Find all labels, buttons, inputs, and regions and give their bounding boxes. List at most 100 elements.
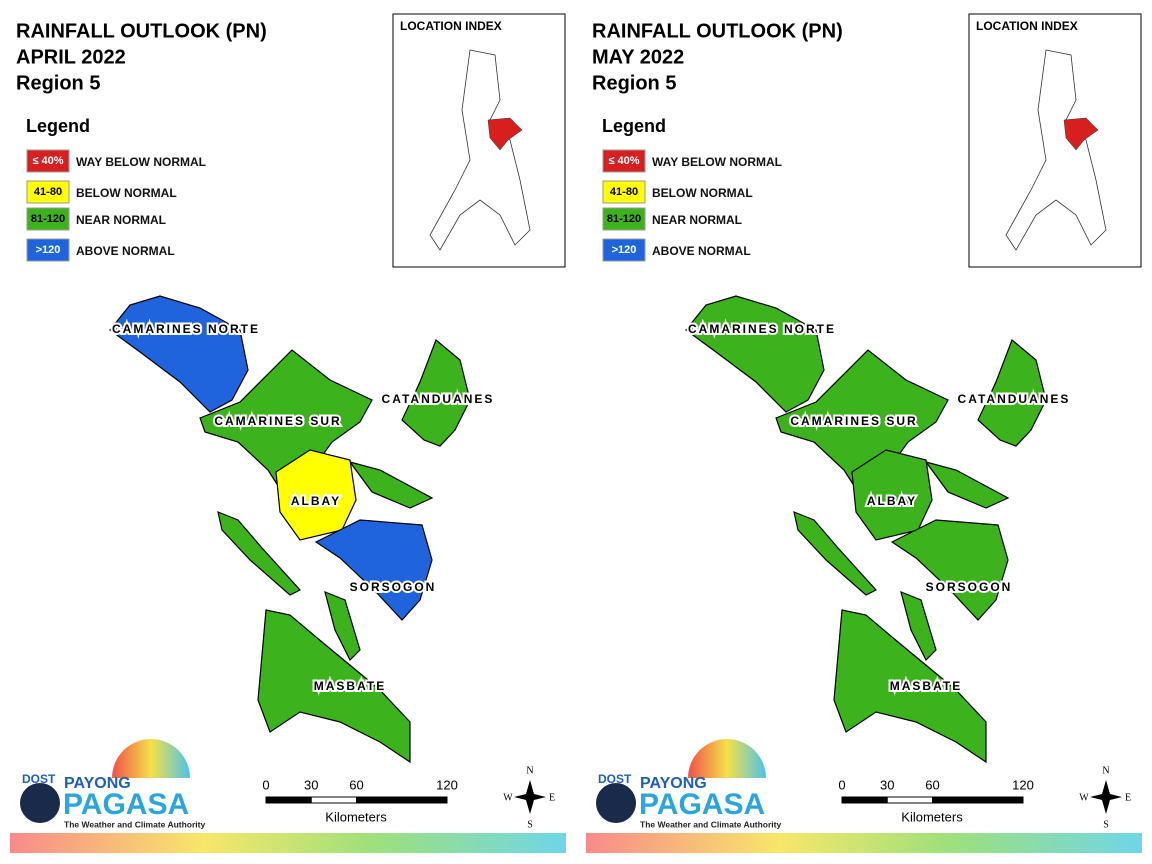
scale-tick-label: 120	[436, 777, 458, 792]
legend-range: 81-120	[607, 213, 641, 225]
province	[775, 349, 949, 493]
logo-tagline: The Weather and Climate Authority	[640, 819, 781, 829]
legend-title: Legend	[26, 116, 90, 136]
region-highlight	[1063, 117, 1099, 151]
panel: RAINFALL OUTLOOK (PN) MAY 2022 Region 5 Leg…	[586, 13, 1142, 853]
province-label: ALBAY	[867, 494, 917, 508]
province	[314, 519, 433, 621]
legend-swatch	[26, 180, 70, 204]
province-label-halo: MASBATE	[890, 679, 962, 693]
logo-dost: DOST	[598, 772, 632, 786]
province	[851, 449, 933, 541]
logo-tagline: The Weather and Climate Authority	[64, 819, 205, 829]
province-label-halo: MASBATE	[314, 679, 386, 693]
title-line: Region 5	[16, 72, 100, 94]
scale-tick-label: 0	[262, 777, 269, 792]
province	[977, 339, 1047, 447]
province	[401, 339, 471, 447]
island	[348, 460, 434, 509]
scale-tick-label: 0	[838, 777, 845, 792]
legend-label: BELOW NORMAL	[652, 186, 753, 200]
province-label-halo: CAMARINES NORTE	[112, 322, 260, 336]
legend-range: 81-120	[31, 213, 65, 225]
location-index-title: LOCATION INDEX	[976, 19, 1078, 33]
legend-swatch	[602, 149, 646, 173]
legend-label: BELOW NORMAL	[76, 186, 177, 200]
legend-swatch	[26, 238, 70, 262]
province-label: SORSOGON	[350, 580, 437, 594]
province-label: SORSOGON	[926, 580, 1013, 594]
logo-payong: PAYONG	[64, 775, 131, 792]
compass-label: E	[1125, 792, 1131, 803]
island	[924, 460, 1010, 509]
logo-umbrella	[688, 739, 766, 778]
philippines-outline	[429, 49, 531, 251]
province-label: CATANDUANES	[958, 392, 1071, 406]
scale-unit: Kilometers	[325, 809, 387, 824]
color-band	[10, 833, 566, 853]
scale-segment	[265, 796, 312, 804]
legend-range: ≤ 40%	[608, 155, 639, 167]
province	[109, 295, 249, 413]
province	[890, 519, 1009, 621]
province-label-halo: CATANDUANES	[958, 392, 1071, 406]
logo-payong: PAYONG	[640, 775, 707, 792]
legend-range: >120	[612, 244, 637, 256]
compass-label: N	[526, 765, 533, 776]
compass-label: W	[1079, 792, 1089, 803]
province-label-halo: SORSOGON	[350, 580, 437, 594]
philippines-outline	[1005, 49, 1107, 251]
color-band	[586, 833, 1142, 853]
legend-label: NEAR NORMAL	[652, 213, 742, 227]
province-label: CAMARINES NORTE	[688, 322, 836, 336]
province-label: CAMARINES SUR	[790, 414, 917, 428]
legend-range: >120	[36, 244, 61, 256]
scale-segment	[886, 796, 933, 804]
legend-swatch	[26, 207, 70, 231]
province	[257, 609, 411, 764]
legend-label: ABOVE NORMAL	[76, 244, 175, 258]
title-line: APRIL 2022	[16, 46, 126, 68]
province	[685, 295, 825, 413]
compass-label: S	[1103, 819, 1109, 830]
compass-label: N	[1102, 765, 1109, 776]
compass-label: S	[527, 819, 533, 830]
compass-rose	[514, 780, 546, 814]
province-label: MASBATE	[314, 679, 386, 693]
scale-tick-label: 30	[304, 777, 318, 792]
title-line: RAINFALL OUTLOOK (PN)	[592, 20, 843, 42]
province-label: CAMARINES SUR	[214, 414, 341, 428]
island	[793, 511, 877, 596]
province-label-halo: CAMARINES NORTE	[688, 322, 836, 336]
scale-tick-label: 120	[1012, 777, 1034, 792]
compass-label: W	[503, 792, 513, 803]
province-label-halo: CAMARINES SUR	[214, 414, 341, 428]
legend-swatch	[602, 207, 646, 231]
compass-rose	[1090, 780, 1122, 814]
province-label-halo: CAMARINES SUR	[790, 414, 917, 428]
title-line: MAY 2022	[592, 46, 684, 68]
scale-tick-label: 30	[880, 777, 894, 792]
title-line: Region 5	[592, 72, 676, 94]
logo-seal	[20, 783, 60, 823]
legend-label: ABOVE NORMAL	[652, 244, 751, 258]
province	[833, 609, 987, 764]
logo-pagasa: PAGASA	[639, 788, 765, 821]
panel: RAINFALL OUTLOOK (PN) APRIL 2022 Region 5 L…	[10, 13, 566, 853]
province-label: ALBAY	[291, 494, 341, 508]
legend-swatch	[26, 149, 70, 173]
province-label-halo: ALBAY	[291, 494, 341, 508]
legend-title: Legend	[602, 116, 666, 136]
province	[275, 449, 357, 541]
province-label: CAMARINES NORTE	[112, 322, 260, 336]
island	[324, 591, 361, 662]
scale-tick-label: 60	[925, 777, 939, 792]
legend-swatch	[602, 180, 646, 204]
scale-tick-label: 60	[349, 777, 363, 792]
title-line: RAINFALL OUTLOOK (PN)	[16, 20, 267, 42]
legend-range: 41-80	[34, 186, 62, 198]
location-index-title: LOCATION INDEX	[400, 19, 502, 33]
legend-swatch	[602, 238, 646, 262]
province-label-halo: ALBAY	[867, 494, 917, 508]
